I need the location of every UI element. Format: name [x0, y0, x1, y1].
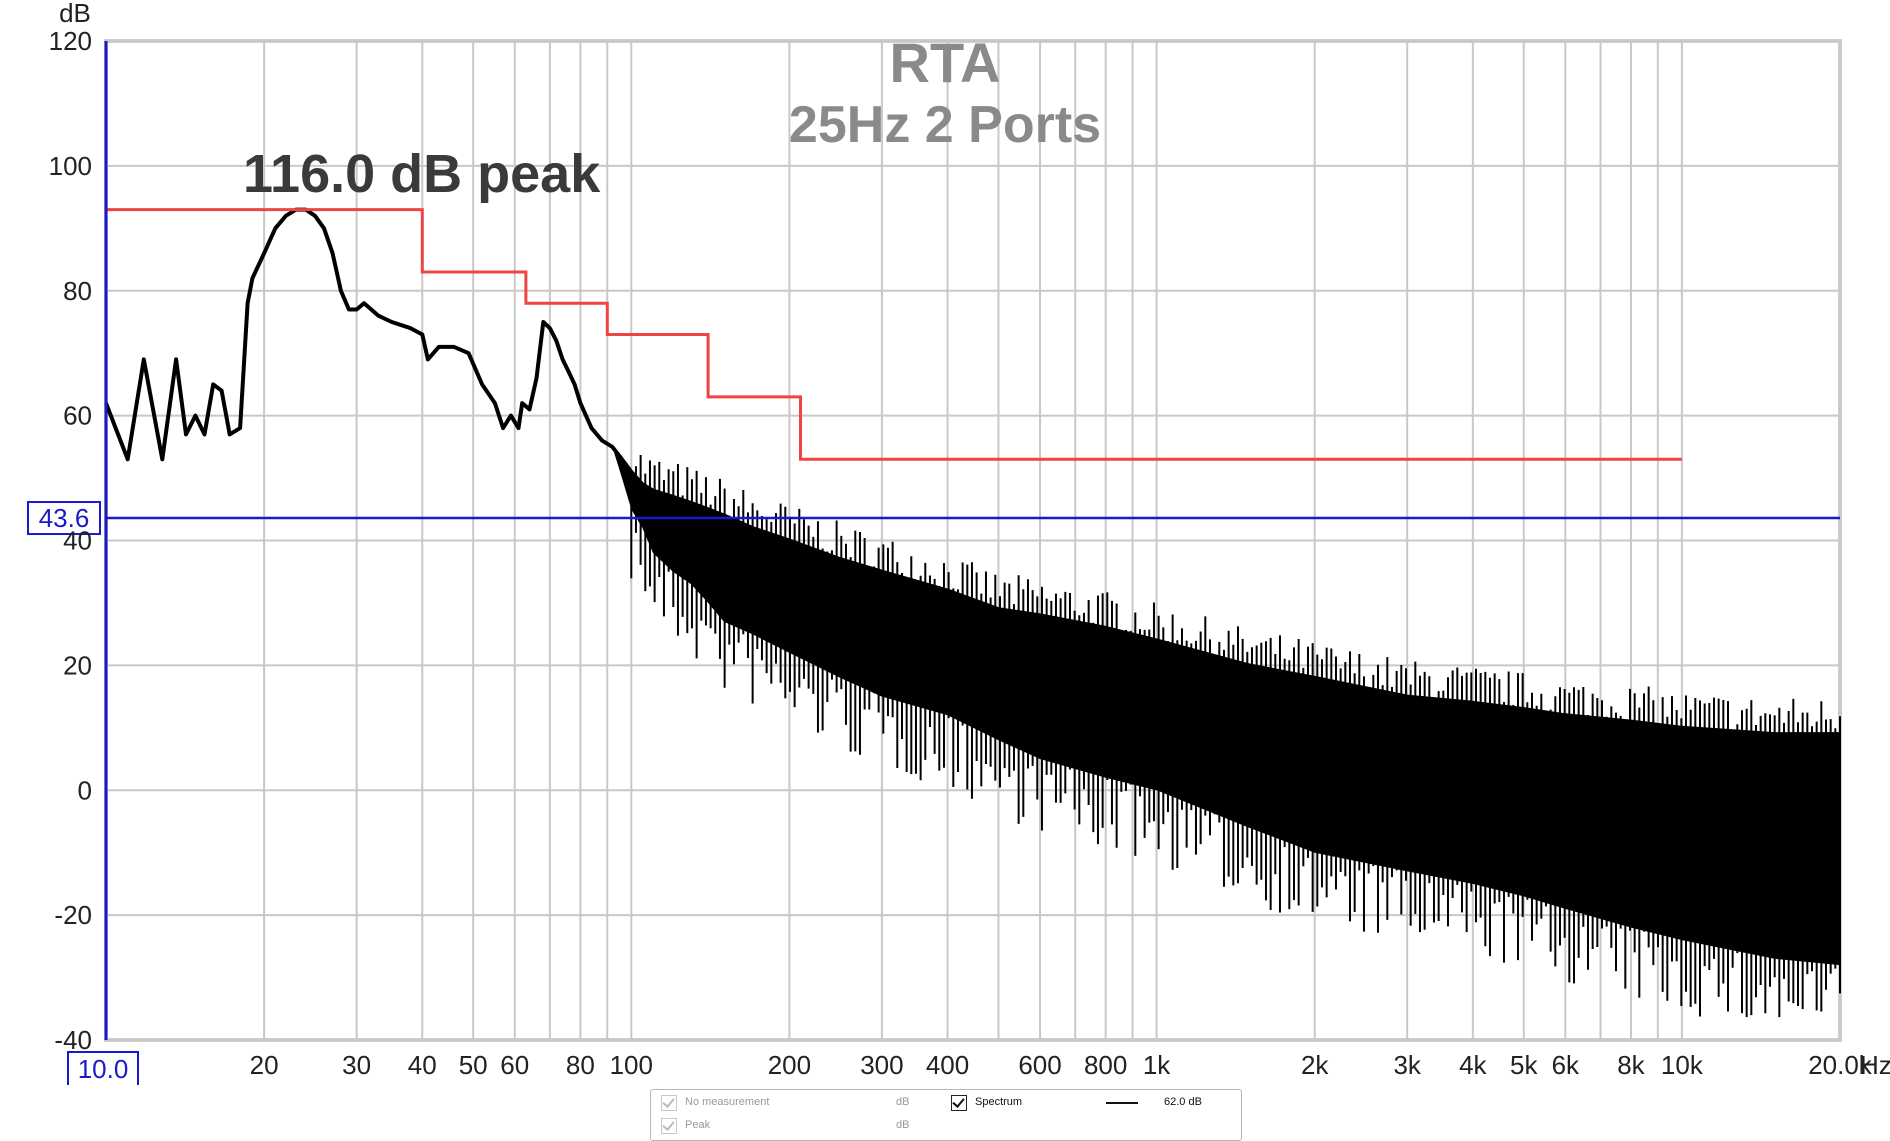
axes: 43.6 10.0: [27, 41, 1840, 1085]
spectrum-spikes: [630, 454, 1841, 1018]
peak-annotation: 116.0 dB peak: [243, 144, 601, 204]
y-cursor-value: 43.6: [39, 503, 90, 533]
y-tick-label: 80: [63, 276, 92, 306]
y-tick-label: 120: [49, 26, 92, 56]
x-tick-label: 100: [610, 1050, 653, 1080]
y-tick-label: 40: [63, 526, 92, 556]
x-cursor-box: [67, 1051, 139, 1085]
y-tick-label: -40: [54, 1025, 92, 1055]
x-tick-label: 200: [768, 1050, 811, 1080]
chart-title: RTA: [890, 31, 1001, 94]
legend-unit-no-measurement: dB: [896, 1096, 910, 1108]
legend-spectrum-swatch: [1106, 1102, 1138, 1104]
x-tick-label: 50: [459, 1050, 488, 1080]
x-tick-label: 300: [860, 1050, 903, 1080]
y-tick-label: 100: [49, 151, 92, 181]
data-layer: [104, 207, 1841, 1018]
legend-checkbox-peak[interactable]: [661, 1118, 677, 1134]
legend-unit-peak: dB: [896, 1119, 910, 1131]
x-cursor-readout: 10.0: [67, 1051, 139, 1085]
y-cursor-box: [27, 501, 101, 536]
legend-row-no-measurement[interactable]: No measurement: [661, 1092, 911, 1112]
x-tick-label: 600: [1018, 1050, 1061, 1080]
check-icon: [952, 1095, 965, 1108]
grid: [104, 39, 1842, 1042]
x-tick-label: 2k: [1301, 1050, 1329, 1080]
legend-panel: No measurement dB Peak dB Spectrum 62.0 …: [650, 1089, 1242, 1141]
x-tick-label: 400: [926, 1050, 969, 1080]
x-tick-label: 20: [250, 1050, 279, 1080]
x-tick-label: 1k: [1143, 1050, 1171, 1080]
spectrum-line: [104, 207, 1840, 737]
legend-label-spectrum: Spectrum: [975, 1096, 1023, 1108]
peak-step-line: [106, 208, 1682, 461]
x-tick-label: 6k: [1552, 1050, 1580, 1080]
x-tick-label: 30: [342, 1050, 371, 1080]
legend-checkbox-spectrum[interactable]: [951, 1095, 967, 1111]
x-tick-label: 5k: [1510, 1050, 1538, 1080]
x-tick-label: 80: [566, 1050, 595, 1080]
check-icon: [662, 1095, 675, 1108]
y-tick-label: -20: [54, 900, 92, 930]
y-cursor-readout: 43.6: [27, 501, 101, 536]
x-tick-label: 20.0k: [1808, 1050, 1873, 1080]
x-tick-label: 8k: [1617, 1050, 1645, 1080]
check-icon: [662, 1118, 675, 1131]
y-tick-label: 20: [63, 650, 92, 680]
x-tick-label: 40: [408, 1050, 437, 1080]
legend-row-spectrum[interactable]: Spectrum: [951, 1092, 1071, 1112]
x-tick-label: 3k: [1393, 1050, 1421, 1080]
chart-subtitle: 25Hz 2 Ports: [789, 96, 1101, 154]
y-tick-label: 60: [63, 401, 92, 431]
x-axis-unit: Hz: [1860, 1050, 1890, 1080]
x-tick-label: 10k: [1661, 1050, 1704, 1080]
legend-label-no-measurement: No measurement: [685, 1096, 770, 1108]
x-tick-label: 60: [500, 1050, 529, 1080]
legend-label-peak: Peak: [685, 1119, 711, 1131]
legend-row-peak[interactable]: Peak: [661, 1115, 911, 1135]
y-tick-label: 0: [78, 775, 92, 805]
x-cursor-value: 10.0: [78, 1054, 129, 1084]
x-tick-label: 800: [1084, 1050, 1127, 1080]
legend-spectrum-value: 62.0 dB: [1164, 1096, 1202, 1108]
x-tick-label: 4k: [1459, 1050, 1487, 1080]
legend-checkbox-no-measurement[interactable]: [661, 1095, 677, 1111]
y-axis-unit: dB: [59, 0, 91, 28]
